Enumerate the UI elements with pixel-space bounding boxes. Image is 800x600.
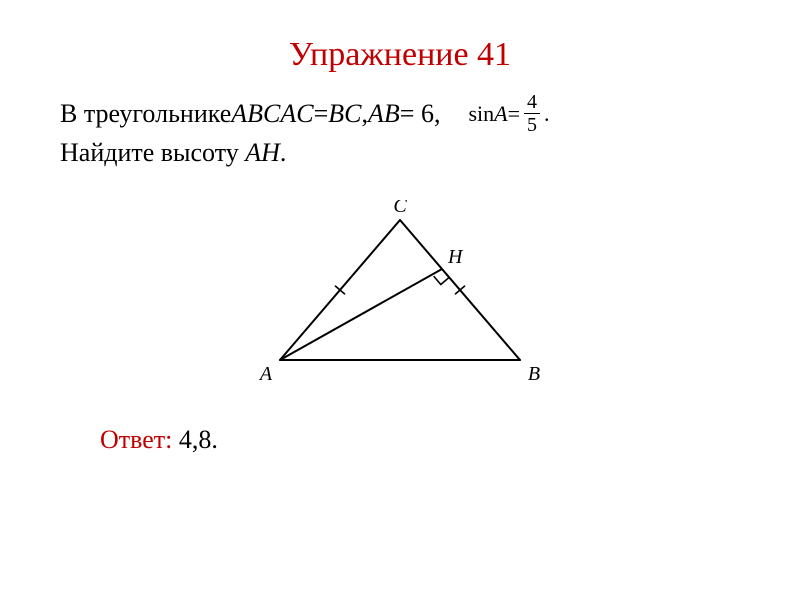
segment-bc: BC: [328, 96, 361, 131]
equals-1: =: [314, 96, 329, 131]
triangle-diagram: A B C H: [240, 200, 560, 395]
sin-expression: sin A = 4 5 .: [468, 92, 549, 135]
problem-text-1: В треугольнике: [60, 96, 231, 131]
segment-ac: AC: [280, 96, 313, 131]
problem-text-2a: Найдите высоту: [60, 138, 245, 167]
answer-value: 4,8.: [179, 425, 218, 454]
exercise-title: Упражнение 41: [60, 36, 740, 74]
answer-line: Ответ: 4,8.: [100, 425, 740, 455]
answer-label: Ответ:: [100, 425, 179, 454]
svg-text:C: C: [393, 200, 407, 217]
ab-value: = 6,: [400, 96, 441, 131]
sin-label: sin: [468, 99, 494, 129]
problem-line-1: В треугольнике ABC AC = BC , AB = 6, sin…: [60, 92, 740, 135]
problem-line-2: Найдите высоту AH.: [60, 135, 740, 170]
fraction-denominator: 5: [524, 113, 540, 135]
fraction-numerator: 4: [524, 92, 540, 113]
sin-var: A: [494, 99, 507, 129]
svg-text:B: B: [528, 363, 540, 385]
svg-text:H: H: [447, 246, 464, 268]
segment-ab: AB: [368, 96, 400, 131]
trailing-period: .: [544, 99, 550, 129]
sin-equals: =: [508, 99, 520, 129]
height-ah: AH: [245, 138, 280, 167]
exercise-title-text: Упражнение 41: [289, 36, 511, 73]
problem-statement: В треугольнике ABC AC = BC , AB = 6, sin…: [60, 92, 740, 170]
problem-text-2c: .: [280, 138, 287, 167]
diagram-container: A B C H: [60, 200, 740, 395]
fraction: 4 5: [524, 92, 540, 135]
svg-text:A: A: [258, 363, 273, 385]
triangle-name: ABC: [231, 96, 280, 131]
